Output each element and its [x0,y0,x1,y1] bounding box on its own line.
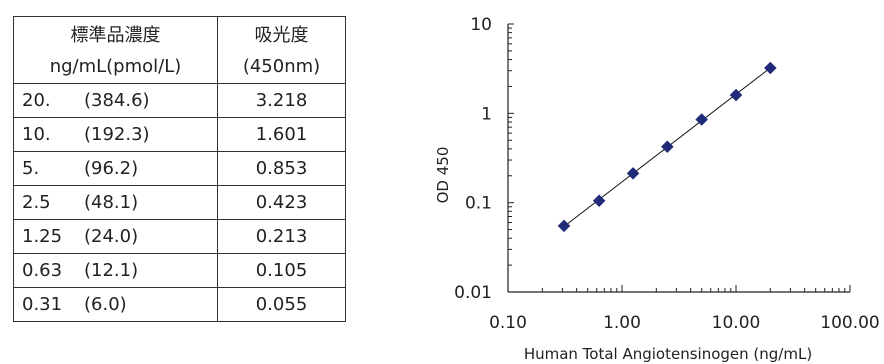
x-axis-label: Human Total Angiotensinogen (ng/mL) [524,345,812,363]
data-point [661,140,674,154]
table-row: 1.25 (24.0) 0.213 [13,219,346,254]
absorbance-cell: 0.105 [217,253,346,288]
data-point [626,166,640,180]
concentration-pmol: (48.1) [84,192,139,213]
concentration-pmol: (6.0) [84,294,127,315]
concentration-cell: 10. (192.3) [13,117,218,152]
y-tick-label: 10 [470,15,492,35]
concentration-ng: 2.5 [22,192,51,213]
x-tick-label: 0.10 [489,313,527,333]
table-row: 0.31 (6.0) 0.055 [13,287,346,322]
data-point [763,61,777,75]
concentration-ng: 0.63 [22,260,63,281]
x-tick-label: 1.00 [603,313,641,333]
data-point [592,194,606,208]
concentration-cell: 20. (384.6) [13,83,218,118]
x-tick-label: 10.00 [712,313,761,333]
y-tick-label: 0.1 [465,194,492,214]
table-row: 5. (96.2) 0.853 [13,151,346,186]
y-tick-label: 1 [481,104,492,124]
concentration-pmol: (192.3) [84,124,150,145]
x-tick-label: 100.00 [820,313,879,333]
data-point [729,88,743,102]
concentration-ng: 1.25 [22,226,63,247]
absorbance-cell: 3.218 [217,83,346,118]
concentration-cell: 1.25 (24.0) [13,219,218,254]
header-concentration-line2: ng/mL(pmol/L) [13,50,218,84]
concentration-pmol: (96.2) [84,158,139,179]
data-point [695,113,709,126]
standard-table: 標準品濃度 吸光度 ng/mL(pmol/L) (450nm) 20. (384.… [13,16,346,322]
absorbance-cell: 0.213 [217,219,346,254]
header-concentration-line1: 標準品濃度 [13,16,218,50]
header-absorbance-line1: 吸光度 [217,16,346,50]
table-row: 2.5 (48.1) 0.423 [13,185,346,220]
y-axis-label: OD 450 [434,147,452,204]
concentration-ng: 5. [22,158,40,179]
data-point [557,219,571,233]
concentration-ng: 20. [22,90,51,111]
concentration-ng: 0.31 [22,294,63,315]
absorbance-cell: 0.853 [217,151,346,186]
concentration-cell: 0.31 (6.0) [13,287,218,322]
y-tick-label: 0.01 [454,283,492,303]
table-row: 20. (384.6) 3.218 [13,83,346,118]
absorbance-cell: 0.055 [217,287,346,322]
concentration-pmol: (12.1) [84,260,139,281]
concentration-ng: 10. [22,124,51,145]
concentration-cell: 2.5 (48.1) [13,185,218,220]
concentration-pmol: (384.6) [84,90,150,111]
concentration-pmol: (24.0) [84,226,139,247]
